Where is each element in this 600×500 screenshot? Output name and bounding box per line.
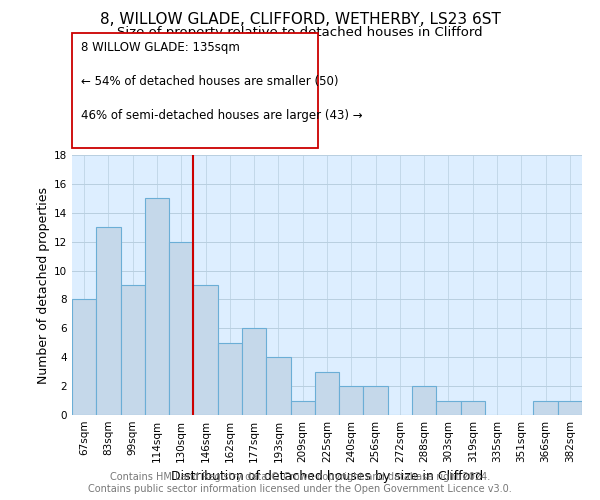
Text: 8 WILLOW GLADE: 135sqm: 8 WILLOW GLADE: 135sqm bbox=[81, 42, 240, 54]
Bar bbox=[412, 386, 436, 415]
Bar bbox=[339, 386, 364, 415]
Bar bbox=[121, 285, 145, 415]
Bar bbox=[145, 198, 169, 415]
Bar bbox=[290, 400, 315, 415]
Text: 46% of semi-detached houses are larger (43) →: 46% of semi-detached houses are larger (… bbox=[81, 110, 362, 122]
Bar bbox=[461, 400, 485, 415]
Text: Contains public sector information licensed under the Open Government Licence v3: Contains public sector information licen… bbox=[88, 484, 512, 494]
Text: ← 54% of detached houses are smaller (50): ← 54% of detached houses are smaller (50… bbox=[81, 76, 338, 88]
Bar bbox=[364, 386, 388, 415]
Text: 8, WILLOW GLADE, CLIFFORD, WETHERBY, LS23 6ST: 8, WILLOW GLADE, CLIFFORD, WETHERBY, LS2… bbox=[100, 12, 500, 28]
Bar bbox=[96, 227, 121, 415]
Bar bbox=[193, 285, 218, 415]
X-axis label: Distribution of detached houses by size in Clifford: Distribution of detached houses by size … bbox=[171, 470, 483, 484]
Y-axis label: Number of detached properties: Number of detached properties bbox=[37, 186, 50, 384]
Bar bbox=[72, 300, 96, 415]
Bar bbox=[242, 328, 266, 415]
Text: Contains HM Land Registry data © Crown copyright and database right 2024.: Contains HM Land Registry data © Crown c… bbox=[110, 472, 490, 482]
Bar bbox=[533, 400, 558, 415]
Bar bbox=[436, 400, 461, 415]
Bar bbox=[266, 357, 290, 415]
Bar bbox=[218, 343, 242, 415]
Bar bbox=[558, 400, 582, 415]
Bar bbox=[315, 372, 339, 415]
Text: Size of property relative to detached houses in Clifford: Size of property relative to detached ho… bbox=[117, 26, 483, 39]
Bar bbox=[169, 242, 193, 415]
